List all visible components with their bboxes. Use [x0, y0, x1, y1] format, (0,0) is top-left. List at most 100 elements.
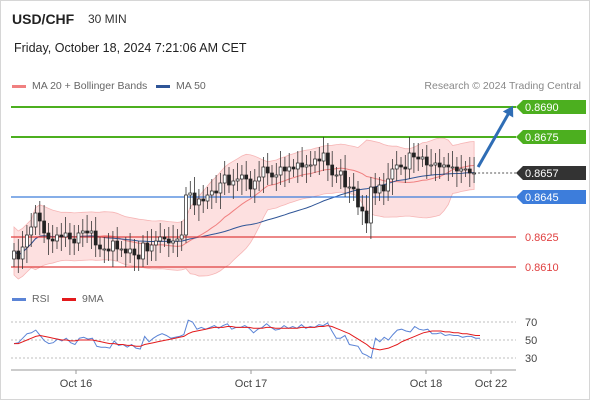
candle-body: [205, 194, 210, 202]
candle-body: [433, 162, 438, 166]
candle-body: [472, 172, 476, 175]
rsi-tick-label: 30: [525, 353, 537, 365]
candle-body: [334, 174, 339, 177]
candle-body: [89, 230, 94, 234]
candle-body: [154, 240, 158, 246]
current-price-tag: [516, 166, 586, 180]
candle-body: [166, 238, 171, 244]
level-label-0: 0.8690: [525, 102, 559, 114]
candle-body: [446, 164, 451, 168]
candle-body: [201, 198, 206, 202]
candle-body: [381, 184, 386, 192]
legend-rsi: RSI: [12, 293, 50, 305]
candle-body: [162, 236, 167, 240]
x-tick-label: Oct 17: [235, 378, 267, 390]
ma9-legend-label: 9MA: [82, 293, 104, 305]
rsi-legend-label: RSI: [32, 293, 50, 305]
candle-body: [209, 190, 214, 196]
candle-body: [192, 192, 197, 206]
candle-body: [278, 166, 283, 176]
candle-body: [287, 166, 292, 172]
candle-body: [261, 166, 266, 178]
level-tag-2: [516, 190, 586, 204]
candle-body: [171, 240, 175, 244]
legend-9ma: 9MA: [62, 293, 104, 305]
candle-body: [115, 240, 120, 250]
level-tag-0: [516, 100, 586, 114]
candle-body: [364, 210, 369, 224]
level-label-1: 0.8675: [525, 132, 559, 144]
candle-body: [330, 164, 335, 176]
candle-body: [102, 248, 107, 251]
candle-body: [399, 164, 403, 168]
candle-body: [347, 186, 352, 189]
candle-body: [369, 186, 373, 224]
candle-body: [429, 164, 433, 167]
x-tick-label: Oct 16: [60, 378, 92, 390]
candle-body: [59, 234, 64, 238]
candle-body: [313, 158, 317, 166]
candle-body: [179, 234, 184, 240]
candle-body: [274, 174, 279, 178]
candle-body: [136, 254, 141, 260]
candle-body: [119, 248, 124, 251]
candle-body: [244, 174, 249, 180]
research-credit: Research © 2024 Trading Central: [424, 80, 581, 92]
candle-body: [300, 162, 304, 168]
candle-body: [145, 242, 150, 252]
candle-body: [265, 166, 270, 174]
rsi-swatch: [12, 297, 26, 301]
candle-body: [76, 232, 81, 244]
candle-body: [25, 234, 29, 248]
candle-body: [111, 240, 115, 252]
candle-body: [270, 172, 274, 178]
candle-body: [141, 242, 145, 260]
datetime-label: Friday, October 18, 2024 7:21:06 AM CET: [14, 41, 247, 55]
candle-body: [72, 238, 77, 244]
candle-body: [321, 152, 326, 162]
candle-body: [437, 162, 442, 168]
candle-body: [343, 170, 347, 188]
candle-body: [227, 174, 231, 186]
x-tick-label: Oct 18: [410, 378, 442, 390]
candle-body: [455, 166, 459, 172]
ma50-swatch: [156, 84, 170, 88]
x-tick-label: Oct 22: [475, 378, 507, 390]
candle-body: [63, 232, 68, 238]
candle-body: [37, 212, 42, 222]
candle-body: [407, 152, 412, 170]
candle-body: [248, 178, 253, 190]
candle-body: [231, 180, 236, 186]
candle-body: [175, 238, 180, 242]
candle-body: [304, 164, 309, 168]
ma50-line: [13, 172, 475, 256]
symbol-label: USD/CHF: [12, 11, 75, 27]
candle-body: [184, 194, 188, 236]
candle-body: [360, 206, 365, 212]
candle-body: [50, 238, 55, 242]
level-tag-1: [516, 130, 586, 144]
level-label-4: 0.8610: [525, 262, 559, 274]
candle-body: [338, 170, 343, 176]
candle-body: [240, 174, 244, 180]
candle-body: [158, 236, 163, 242]
candle-body: [442, 164, 446, 168]
candle-body: [326, 152, 330, 166]
candle-body: [412, 152, 416, 158]
candle-body: [106, 248, 111, 252]
candle-body: [222, 174, 227, 184]
candle-body: [12, 250, 16, 260]
candle-body: [252, 180, 257, 190]
candle-body: [467, 168, 472, 174]
level-label-2: 0.8645: [525, 192, 559, 204]
legend-ma20: MA 20 + Bollinger Bands: [12, 80, 147, 92]
rsi-tick-label: 50: [525, 335, 537, 347]
ma50-legend-label: MA 50: [176, 80, 206, 92]
candle-body: [295, 162, 300, 170]
candle-body: [394, 164, 399, 170]
candle-body: [317, 158, 322, 162]
candle-body: [55, 234, 59, 242]
candle-body: [235, 178, 240, 182]
candle-body: [351, 186, 356, 190]
candle-body: [85, 230, 89, 234]
